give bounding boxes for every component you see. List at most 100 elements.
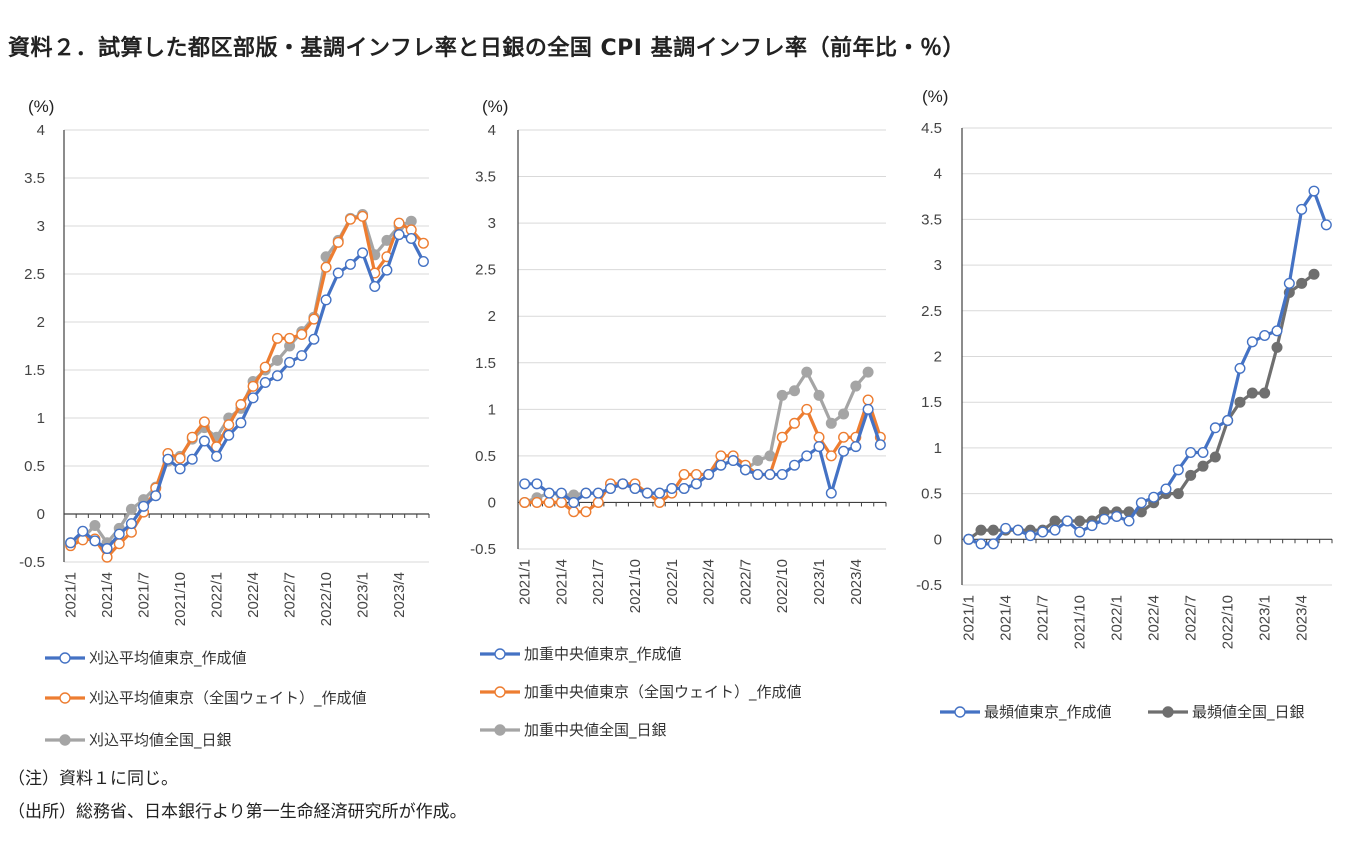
chart1-data-point: [320, 261, 332, 273]
chart3-x-tick-label: 2022/1: [1109, 595, 1126, 641]
chart3-data-point: [1148, 491, 1160, 503]
chart3-data-point: [963, 533, 975, 545]
chart1-y-tick-label: 1.5: [24, 362, 45, 379]
chart1-x-tick-label: 2021/1: [63, 572, 80, 618]
chart3-data-point: [1049, 515, 1061, 527]
chart3-data-point: [1197, 460, 1209, 472]
chart1-data-point: [65, 537, 77, 549]
chart2-data-point: [641, 487, 653, 499]
chart2-y-tick-label: 0: [488, 494, 496, 511]
chart2-data-point: [789, 459, 801, 471]
chart3-data-point: [1320, 219, 1332, 231]
chart1-data-point: [284, 356, 296, 368]
chart2-data-point: [592, 496, 604, 508]
chart2-y-tick-label: 2.5: [475, 262, 496, 279]
chart1-x-tick-label: 2022/7: [282, 572, 299, 618]
chart1-data-point: [101, 543, 113, 555]
chart3-data-point: [1197, 446, 1209, 458]
chart3-data-point: [1185, 469, 1197, 481]
chart3-data-point: [1296, 203, 1308, 215]
chart1-data-point: [417, 237, 429, 249]
chart1-data-point: [357, 210, 369, 222]
chart2-legend-label: 加重中央値東京（全国ウェイト）_作成値: [524, 683, 802, 702]
chart2-data-point: [776, 469, 788, 481]
chart3-y-tick-label: 1: [934, 440, 942, 457]
chart2-y-tick-label: -0.5: [470, 541, 496, 558]
chart2-data-point: [543, 496, 555, 508]
chart1-y-tick-label: 3: [37, 218, 45, 235]
chart3-data-point: [1086, 520, 1098, 532]
chart2-data-point: [715, 450, 727, 462]
chart2-x-tick-label: 2021/1: [517, 559, 534, 605]
chart3-y-tick-label: 1.5: [921, 394, 942, 411]
chart1-data-point: [113, 528, 125, 540]
chart2-data-point: [690, 478, 702, 490]
chart1-data-point: [332, 267, 344, 279]
chart1-data-point: [198, 416, 210, 428]
chart3-data-point: [1259, 387, 1271, 399]
chart3-legend-marker: [954, 706, 966, 718]
chart2-x-tick-label: 2021/4: [553, 559, 570, 605]
chart1-data-point: [308, 333, 320, 345]
chart1-data-point: [77, 525, 89, 537]
chart2-data-point: [862, 394, 874, 406]
chart2-data-point: [776, 431, 788, 443]
chart2-data-point: [690, 469, 702, 481]
chart2-y-tick-label: 1.5: [475, 355, 496, 372]
chart3-data-point: [1209, 451, 1221, 463]
chart2-legend-marker: [494, 648, 506, 660]
chart3-data-point: [987, 538, 999, 550]
chart3-data-point: [1074, 526, 1086, 538]
chart2-x-tick-label: 2022/10: [774, 559, 791, 613]
chart3-x-tick-label: 2022/7: [1183, 595, 1200, 641]
chart3-x-tick-label: 2021/7: [1035, 595, 1052, 641]
chart3-data-point: [1259, 329, 1271, 341]
chart1-legend-label: 刈込平均値全国_日銀: [89, 731, 232, 750]
chart2-data-point: [555, 487, 567, 499]
chart1-data-point: [344, 258, 356, 270]
chart2-data-point: [531, 496, 543, 508]
chart3-data-point: [1135, 497, 1147, 509]
chart2-data-point: [752, 455, 764, 467]
chart3-data-point: [975, 538, 987, 550]
chart2-data-point: [825, 417, 837, 429]
chart3-data-point: [1172, 464, 1184, 476]
chart3-data-point: [1098, 513, 1110, 525]
chart1-x-tick-label: 2021/10: [172, 572, 189, 626]
chart2-x-tick-label: 2023/4: [848, 559, 865, 605]
chart3-x-tick-label: 2021/4: [998, 595, 1015, 641]
chart1-data-point: [235, 417, 247, 429]
chart1-y-tick-label: 2.5: [24, 266, 45, 283]
chart2-data-point: [801, 403, 813, 415]
chart3-y-tick-label: 3: [934, 257, 942, 274]
chart2-x-tick-label: 2022/1: [664, 559, 681, 605]
chart2-x-tick-label: 2021/7: [590, 559, 607, 605]
chart3-legend-label: 最頻値全国_日銀: [1192, 703, 1305, 722]
chart2-data-point: [874, 439, 886, 451]
chart3-data-point: [1222, 414, 1234, 426]
chart3-data-point: [1061, 515, 1073, 527]
chart2-data-point: [580, 506, 592, 518]
chart3-data-point: [1209, 422, 1221, 434]
chart2-data-point: [727, 455, 739, 467]
chart2-data-point: [568, 506, 580, 518]
chart1-x-tick-label: 2023/4: [391, 572, 408, 618]
chart1-data-point: [223, 429, 235, 441]
chart3-x-tick-label: 2022/10: [1220, 595, 1237, 649]
chart1-legend-marker: [59, 734, 71, 746]
chart3-legend-label: 最頻値東京_作成値: [984, 703, 1112, 722]
chart3-data-point: [1074, 515, 1086, 527]
chart3-data-point: [1234, 362, 1246, 374]
chart3-data-point: [1296, 277, 1308, 289]
chart1-data-point: [125, 518, 137, 530]
chart2-data-point: [605, 482, 617, 494]
chart1-data-point: [320, 294, 332, 306]
chart3-y-tick-label: 0.5: [921, 486, 942, 503]
footnote-source: （出所）総務省、日本銀行より第一生命経済研究所が作成。: [8, 802, 467, 822]
chart2-data-point: [580, 487, 592, 499]
chart2-data-point: [764, 469, 776, 481]
chart2-data-point: [850, 380, 862, 392]
chart2-legend-label: 加重中央値全国_日銀: [524, 721, 667, 740]
chart3-y-tick-label: 4.5: [921, 120, 942, 137]
chart1-y-tick-label: 4: [37, 122, 45, 139]
